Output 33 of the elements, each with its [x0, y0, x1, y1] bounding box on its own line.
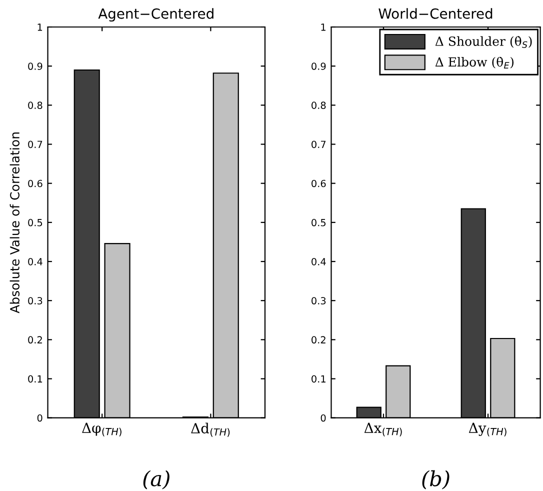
y-tick-label: 0	[320, 414, 326, 422]
x-tick-label: Δy$_{(TH)}$	[468, 422, 506, 436]
text: (a)	[143, 470, 170, 490]
y-tick-label: 0.9	[312, 62, 326, 70]
y-tick-label: 0.1	[312, 375, 326, 383]
text: (b)	[422, 470, 450, 490]
x-tick-label: Δd$_{(TH)}$	[191, 422, 230, 437]
y-tick-label: 0.6	[28, 180, 42, 188]
y-tick-label: 0.4	[312, 258, 326, 266]
y-tick-label: 0.5	[312, 218, 326, 226]
legend-label: Δ Shoulder (θ̇$_{S}$)	[435, 36, 532, 48]
x-tick-label: Δx$_{(TH)}$	[364, 422, 402, 436]
chart-title: Agent−Centered	[98, 8, 214, 22]
y-tick-label: 0.5	[28, 218, 42, 226]
chart-title: World−Centered	[378, 8, 492, 19]
y-tick-label: 0.2	[312, 336, 326, 344]
legend-label: Δ Elbow (θ̇$_{E}$)	[435, 56, 514, 68]
y-tick-label: 1	[321, 24, 326, 31]
y-tick-label: 0.8	[28, 102, 42, 110]
y-tick-label: 0.8	[312, 102, 326, 110]
y-tick-label: 0	[37, 414, 42, 422]
y-tick-label: 1	[38, 24, 42, 31]
x-tick-label: Δφ$_{(TH)}$	[82, 422, 122, 436]
y-tick-label: 0.3	[28, 297, 42, 304]
y-tick-label: 0.2	[28, 336, 42, 344]
y-axis-title: Absolute Value of Correlation	[10, 132, 20, 314]
y-tick-label: 0.1	[28, 375, 42, 383]
y-tick-label: 0.3	[312, 297, 326, 304]
y-tick-label: 0.9	[28, 62, 42, 70]
y-tick-label: 0.4	[28, 258, 42, 266]
y-tick-label: 0.6	[312, 180, 326, 188]
y-tick-label: 0.7	[312, 140, 326, 148]
y-tick-label: 0.7	[28, 140, 42, 148]
